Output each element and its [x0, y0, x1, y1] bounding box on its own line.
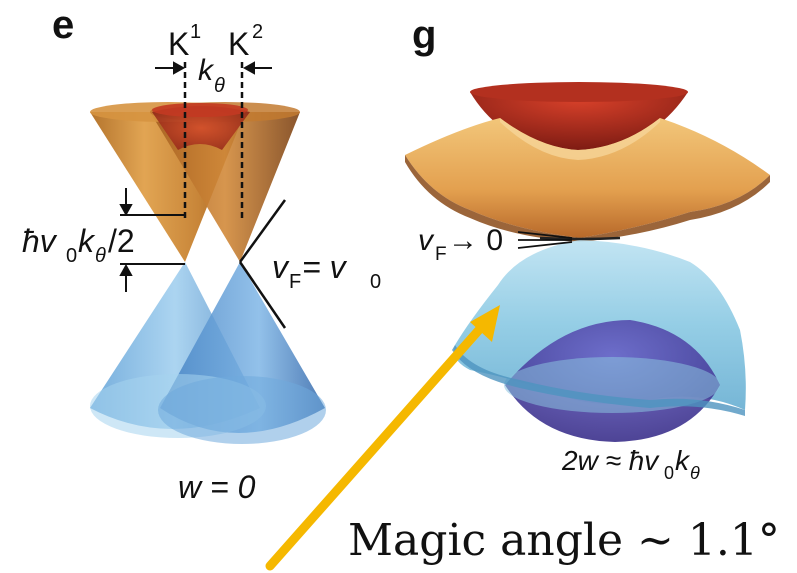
flat-band-surfaces: [405, 82, 770, 442]
k-theta-sub: θ: [214, 75, 225, 97]
gap-sub-theta: θ: [95, 245, 106, 267]
yellow-annotation-arrow: [265, 305, 500, 571]
panel-g-letter: g: [412, 13, 436, 57]
k-theta-label: k θ: [198, 54, 225, 97]
lower-cones: [90, 199, 326, 444]
k-dashed-lines: [183, 62, 244, 218]
bw-sub-theta: θ: [690, 463, 700, 483]
w-equals-zero: w = 0: [178, 469, 256, 505]
vf-to-zero-label: v F → 0: [418, 224, 573, 265]
vf-sub-f: F: [289, 271, 301, 293]
k2-superscript: 2: [252, 21, 263, 43]
bw-sub-0: 0: [664, 463, 674, 483]
k2-text: K: [228, 26, 249, 62]
vf-eq-v: = v: [302, 249, 348, 285]
k-theta-k: k: [198, 54, 215, 87]
vf2-sub-f: F: [435, 244, 447, 265]
bw-k: k: [675, 445, 691, 476]
gap-k: k: [78, 223, 96, 259]
gap-label: ħv 0 k θ /2: [22, 223, 135, 267]
gap-sub-0: 0: [66, 245, 77, 267]
bandwidth-label: 2w ≈ ħv 0 k θ: [561, 445, 700, 483]
k2-label: K 2: [228, 21, 263, 62]
vf2-pointer-lines: [517, 231, 573, 249]
gap-hbar-v: ħv: [22, 223, 58, 259]
magic-angle-caption: Magic angle ∼ 1.1°: [348, 515, 780, 566]
upper-cones: [90, 102, 300, 262]
k1-text: K: [168, 26, 189, 62]
vf2-arrow-zero: → 0: [448, 224, 503, 257]
k1-label: K 1: [168, 21, 201, 62]
vf-equals-v0-label: v F = v 0: [272, 249, 381, 293]
gap-marker: [119, 188, 185, 292]
k1-superscript: 1: [190, 21, 201, 43]
vf2-v: v: [418, 224, 435, 257]
vf-eq-sub: 0: [370, 271, 381, 293]
gap-over-2: /2: [108, 223, 135, 259]
vf-v: v: [272, 249, 290, 285]
panel-e-letter: e: [52, 3, 74, 47]
bw-2w: 2w ≈ ħv: [561, 445, 660, 476]
k-theta-arrows: [155, 61, 272, 75]
